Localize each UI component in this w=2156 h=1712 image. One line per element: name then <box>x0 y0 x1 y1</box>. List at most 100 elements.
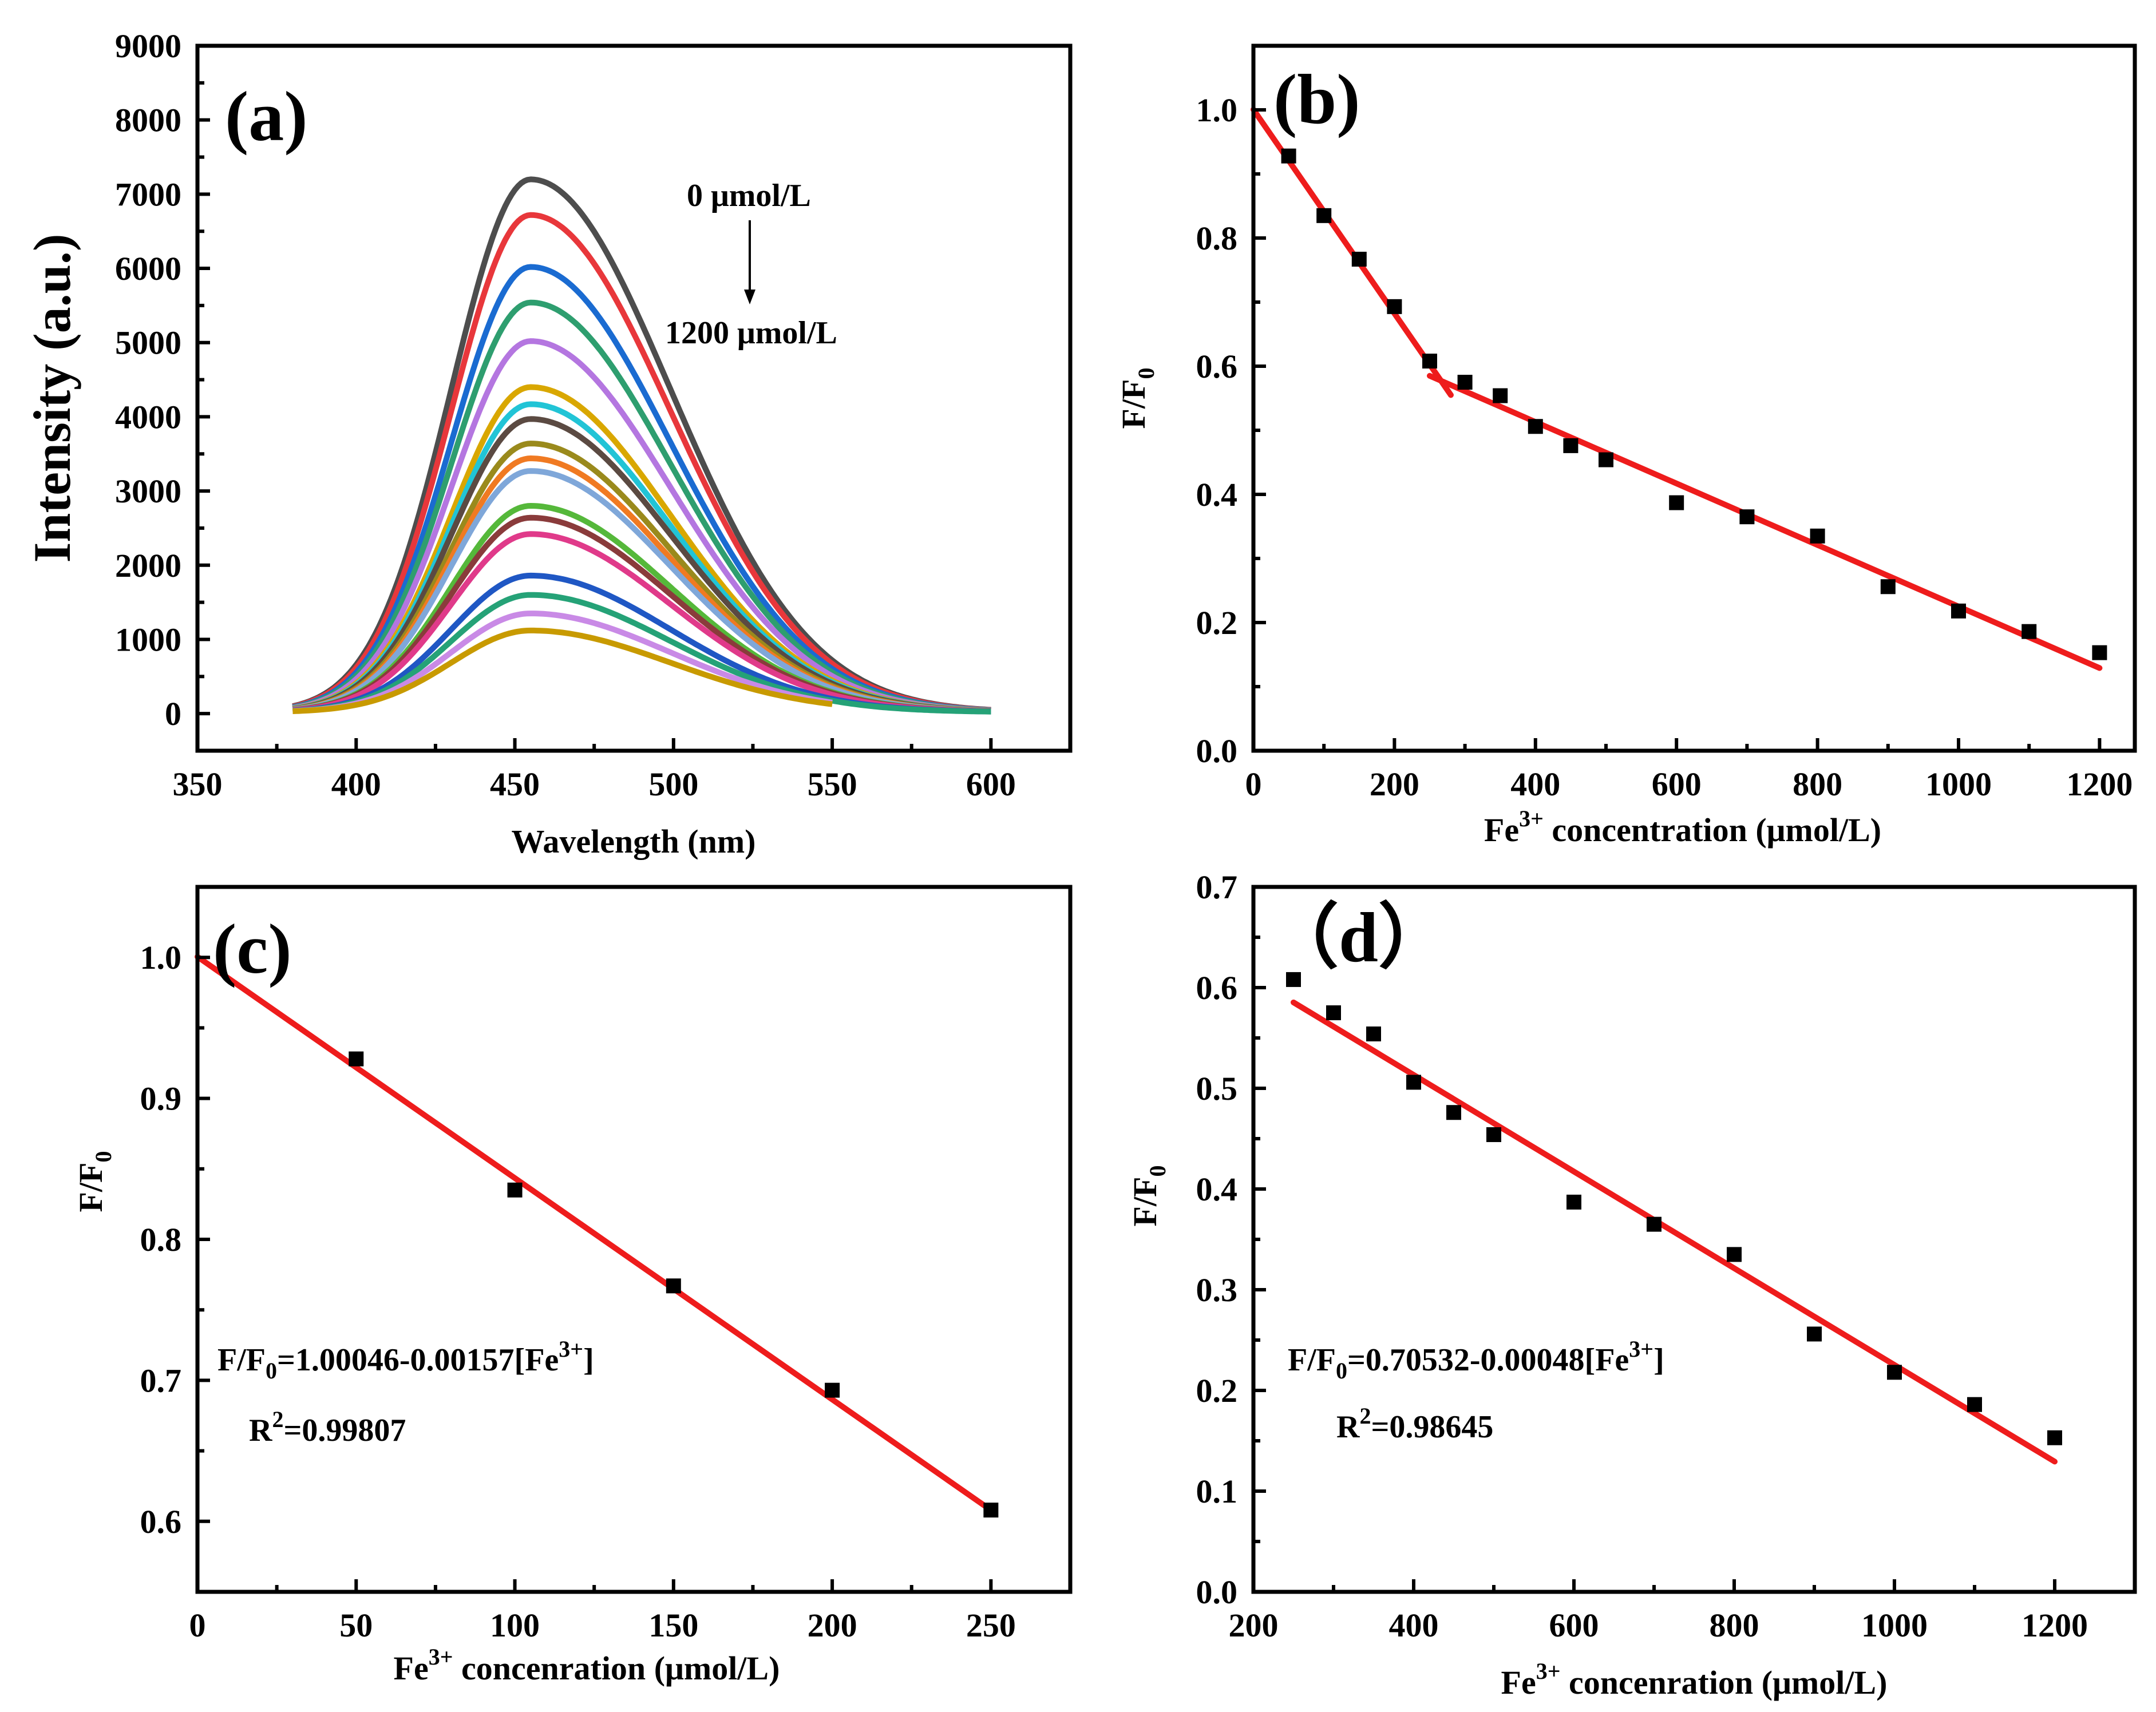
panel-a-arrow-head <box>744 290 755 304</box>
panel-d-x-tick-label: 1200 <box>2022 1607 2088 1644</box>
panel-d-data-point <box>1446 1105 1461 1120</box>
panel-c-data-point <box>666 1278 681 1294</box>
panel-d-data-point <box>1366 1026 1381 1041</box>
panel-b-ticks: 0 200 400 600 800 1000 1200 0.0 0.2 0.4 0.6 0.8 1.0 <box>1196 92 2133 803</box>
panel-c-equation: F/F0=1.00046-0.00157[Fe3+] <box>217 1336 594 1384</box>
panel-c-y-tick-label: 0.7 <box>140 1362 182 1399</box>
panel-c-data <box>195 954 999 1518</box>
panel-c-data-point <box>983 1503 999 1518</box>
panel-d-x-tick-label: 400 <box>1389 1607 1439 1644</box>
panel-c-x-tick-label: 50 <box>339 1607 373 1644</box>
panel-b-data-point <box>1810 528 1825 544</box>
panel-a-y-tick-label: 1000 <box>115 621 181 658</box>
panel-a-y-tick-label: 5000 <box>115 324 181 362</box>
panel-d-data-point <box>1286 972 1301 987</box>
panel-c-label: (c) <box>213 910 292 988</box>
panel-b-x-tick-label: 800 <box>1793 766 1842 803</box>
panel-b-data-point <box>1422 354 1437 369</box>
panel-a-x-axis-title: Wavelength (nm) <box>512 823 756 860</box>
panel-b-data <box>1251 106 2107 671</box>
panel-d-data-point <box>1647 1216 1661 1232</box>
panel-b-x-tick-label: 400 <box>1510 766 1560 803</box>
panel-c-x-tick-label: 250 <box>966 1607 1016 1644</box>
panel-c-data-point <box>349 1051 364 1067</box>
panel-d-data-point <box>1887 1365 1902 1380</box>
panel-b-data-point <box>1493 388 1508 403</box>
panel-a-x-tick-label: 600 <box>966 766 1016 803</box>
panel-a-y-tick-label: 6000 <box>115 250 181 287</box>
panel-b-data-point <box>1951 603 1966 619</box>
panel-b-x-tick-label: 1000 <box>1925 766 1992 803</box>
panel-b-x-tick-label: 200 <box>1370 766 1419 803</box>
panel-b-y-tick-label: 0.2 <box>1196 604 1238 641</box>
panel-a-y-axis-title: Intensity (a.u.) <box>23 233 81 562</box>
panel-c-fit-line <box>195 954 994 1513</box>
panel-c-r2: R2=0.99807 <box>249 1406 406 1448</box>
panel-d-data-point <box>1326 1005 1341 1020</box>
panel-d-data <box>1286 972 2062 1465</box>
panel-d-y-tick-label: 0.5 <box>1196 1070 1238 1107</box>
panel-d-label: （d） <box>1268 898 1449 977</box>
panel-b-data-point <box>1669 495 1684 510</box>
panel-b-x-tick-label: 1200 <box>2066 766 2133 803</box>
panel-d-data-point <box>1406 1075 1421 1090</box>
panel-d-x-tick-label: 600 <box>1549 1607 1599 1644</box>
panel-a-x-tick-label: 550 <box>808 766 857 803</box>
panel-d-y-tick-label: 0.1 <box>1196 1473 1238 1510</box>
panel-b-data-point <box>1739 509 1755 525</box>
panel-b-data-point <box>2022 624 2037 639</box>
panel-c-x-tick-label: 150 <box>648 1607 698 1644</box>
panel-b-y-tick-label: 0.4 <box>1196 476 1238 513</box>
panel-c-linear-fit-low: 0 50 100 150 200 250 0.6 0.7 0.8 0.9 1.0 (c) F/F0=… <box>72 885 1073 1687</box>
panel-a-x-tick-label: 500 <box>648 766 698 803</box>
panel-d-data-point <box>1727 1247 1742 1262</box>
panel-b-x-tick-label: 0 <box>1245 766 1262 803</box>
panel-b-data-point <box>1316 208 1332 223</box>
spectrum-curve-1200 <box>292 627 833 714</box>
panel-b-data-point <box>1281 148 1296 164</box>
panel-d-linear-fit-high: 200 400 600 800 1000 1200 0.0 0.1 0.2 0.3 0.4 0.5 0.… <box>1126 869 2137 1701</box>
panel-d-x-axis-title: Fe3+ concenration (μmol/L) <box>1501 1658 1888 1701</box>
panel-c-x-tick-label: 200 <box>808 1607 857 1644</box>
panel-b-x-tick-label: 600 <box>1652 766 1702 803</box>
panel-b-data-point <box>1563 438 1579 453</box>
panel-b-y-tick-label: 0.8 <box>1196 220 1238 257</box>
panel-d-data-point <box>1967 1397 1982 1412</box>
panel-d-y-tick-label: 0.4 <box>1196 1171 1238 1208</box>
panel-a-x-tick-label: 350 <box>173 766 223 803</box>
panel-d-data-point <box>1807 1326 1822 1342</box>
panel-c-y-tick-label: 0.6 <box>140 1503 182 1540</box>
panel-c-x-tick-label: 0 <box>189 1607 206 1644</box>
panel-a-curves <box>292 176 991 715</box>
panel-b-data-point <box>1599 452 1613 467</box>
panel-c-ticks: 0 50 100 150 200 250 0.6 0.7 0.8 0.9 1.0 <box>140 939 1016 1644</box>
panel-c-y-tick-label: 0.9 <box>140 1080 182 1117</box>
panel-b-y-axis-title: F/F0 <box>1115 368 1159 429</box>
panel-d-y-tick-label: 0.0 <box>1196 1574 1238 1611</box>
panel-b-label: (b) <box>1273 60 1360 138</box>
panel-d-ticks: 200 400 600 800 1000 1200 0.0 0.1 0.2 0.3 0.4 0.5 0.… <box>1196 869 2088 1644</box>
panel-c-y-tick-label: 0.8 <box>140 1221 182 1258</box>
panel-a-y-tick-label: 0 <box>165 695 181 732</box>
panel-d-y-tick-label: 0.3 <box>1196 1271 1238 1309</box>
panel-b-frame <box>1251 43 2137 753</box>
panel-a-y-tick-label: 4000 <box>115 398 181 435</box>
panel-b-data-point <box>1880 579 1896 595</box>
panel-b-data-point <box>1528 419 1543 434</box>
panel-b-y-tick-label: 0.6 <box>1196 348 1238 385</box>
panel-a-label: (a) <box>225 77 308 156</box>
spectrum-curve-1000 <box>292 592 991 715</box>
panel-a-y-tick-label: 2000 <box>115 547 181 584</box>
panel-c-data-point <box>825 1382 840 1398</box>
panel-a-frame <box>195 43 1073 753</box>
panel-d-data-point <box>1566 1194 1581 1210</box>
panel-d-y-axis-title: F/F0 <box>1126 1166 1170 1227</box>
panel-b-data-point <box>1351 251 1367 267</box>
panel-d-y-tick-label: 0.6 <box>1196 969 1238 1006</box>
panel-c-data-point <box>507 1182 523 1198</box>
panel-a-y-tick-label: 7000 <box>115 176 181 213</box>
panel-d-y-tick-label: 0.7 <box>1196 869 1238 906</box>
panel-d-data-point <box>2047 1430 2062 1445</box>
panel-c-y-tick-label: 1.0 <box>140 939 182 976</box>
panel-d-x-tick-label: 1000 <box>1861 1607 1928 1644</box>
